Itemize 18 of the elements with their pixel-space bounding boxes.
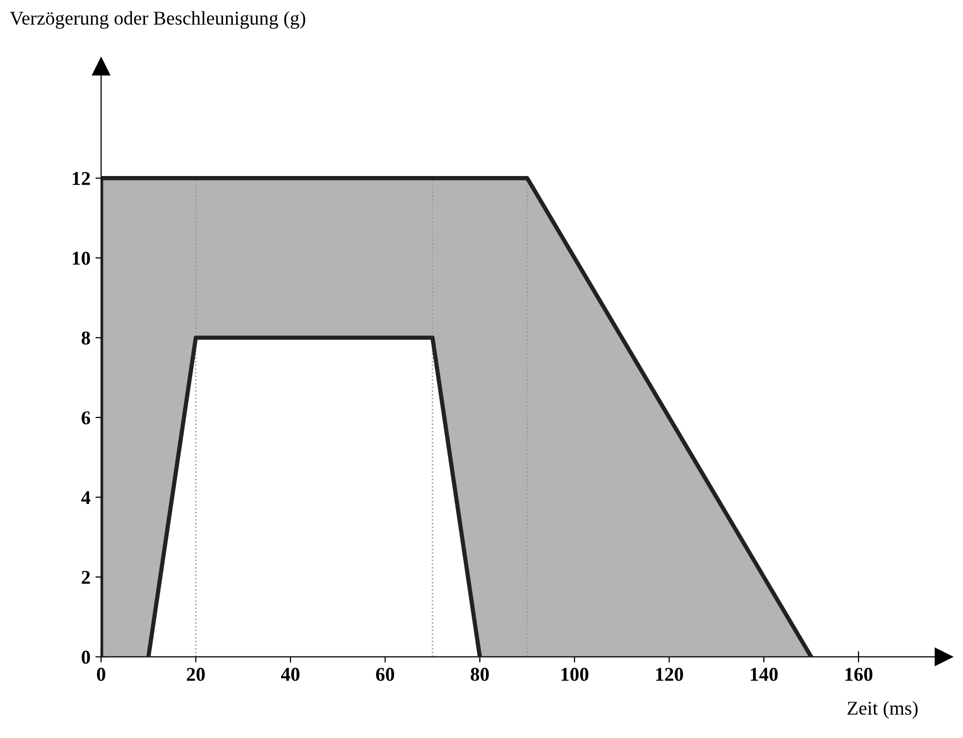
y-tick-label: 4 (81, 491, 90, 504)
x-tick-label: 0 (96, 668, 106, 681)
y-tick-label: 6 (82, 411, 90, 424)
y-axis-title: Verzögerung oder Beschleunigung (g) (10, 11, 306, 29)
x-tick-label: 40 (281, 668, 300, 681)
x-tick-label: 120 (656, 668, 684, 681)
y-tick-label: 10 (72, 252, 90, 265)
x-tick-label: 20 (186, 668, 205, 681)
x-tick-label: 60 (376, 668, 394, 681)
x-axis-title: Zeit (ms) (848, 701, 918, 719)
y-tick-label: 8 (82, 332, 90, 345)
y-tick-label: 2 (82, 570, 90, 584)
x-tick-label: 100 (561, 668, 588, 681)
x-tick-label: 80 (470, 668, 489, 681)
x-tick-label: 160 (846, 668, 872, 681)
y-tick-label: 12 (72, 172, 90, 185)
x-tick-label: 140 (750, 668, 778, 681)
y-tick-label: 0 (82, 650, 90, 664)
